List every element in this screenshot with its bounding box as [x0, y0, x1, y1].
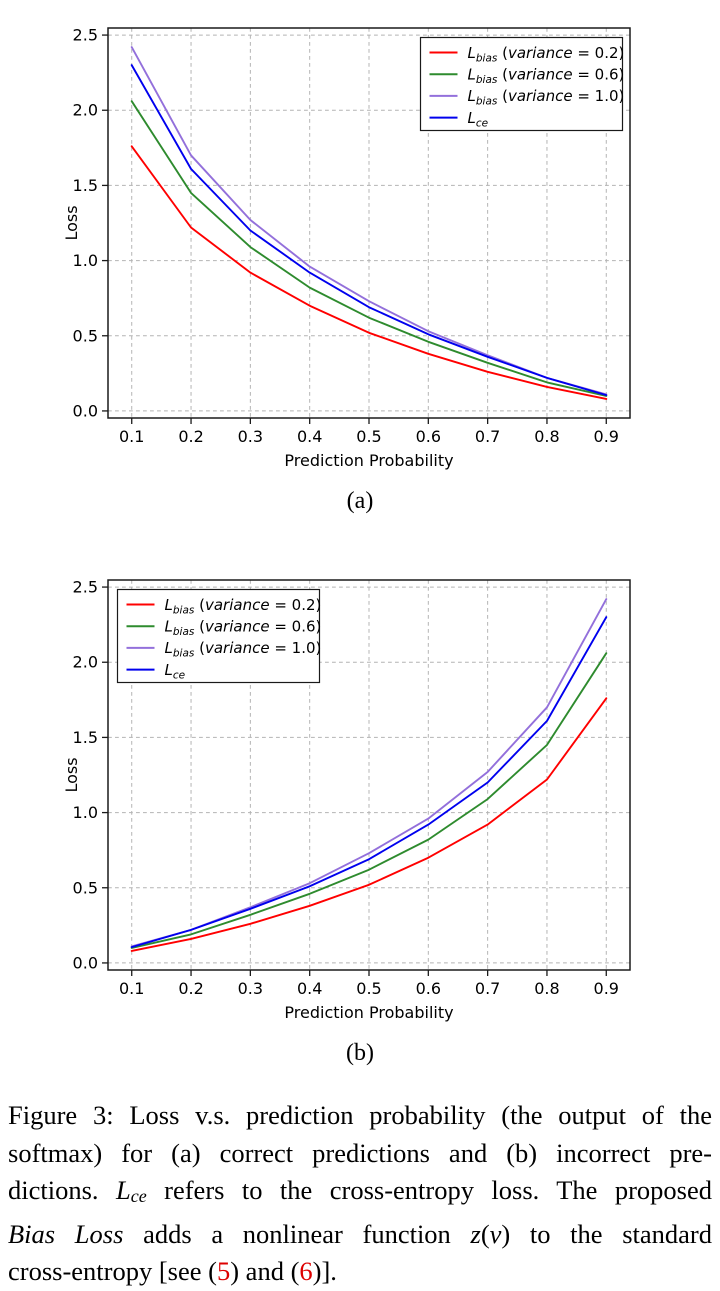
x-tick-label: 0.4 — [297, 979, 322, 998]
y-tick-label: 0.5 — [73, 326, 98, 345]
legend-label: Lce — [468, 109, 489, 129]
figure-caption: Figure 3: Loss v.s. prediction probabili… — [8, 1097, 712, 1291]
legend: Lbias (variance = 0.2)Lbias (variance = … — [116, 588, 322, 684]
caption-line: softmax) for (a) correct predictions and… — [8, 1135, 712, 1173]
x-tick-label: 0.6 — [416, 979, 441, 998]
equation-ref[interactable]: 5 — [216, 1256, 231, 1287]
x-tick-label: 0.8 — [534, 427, 559, 446]
legend-label: Lbias (variance = 1.0) — [468, 87, 625, 108]
caption-italic-text: v — [489, 1218, 502, 1249]
caption-text: Figure 3: Loss v.s. prediction probabili… — [8, 1100, 712, 1130]
series-line-0 — [130, 697, 608, 952]
x-tick-label: 0.5 — [356, 979, 381, 998]
caption-line: Bias Loss adds a nonlinear function z(v)… — [8, 1216, 712, 1254]
x-tick-label: 0.7 — [475, 979, 500, 998]
series-line-0 — [130, 145, 608, 400]
caption-italic-text: Bias Loss — [8, 1218, 124, 1249]
series-line-1 — [130, 652, 608, 949]
y-tick-label: 1.0 — [73, 803, 98, 822]
x-axis-label: Prediction Probability — [284, 451, 453, 470]
y-tick-label: 2.0 — [73, 101, 98, 120]
equation-ref[interactable]: 6 — [299, 1256, 313, 1287]
y-tick-label: 2.5 — [73, 26, 98, 45]
legend: Lbias (variance = 0.2)Lbias (variance = … — [419, 36, 625, 132]
y-tick-label: 0.5 — [73, 878, 98, 897]
y-tick-label: 2.5 — [73, 578, 98, 597]
x-tick-label: 0.9 — [594, 427, 619, 446]
chart-b: 0.1 0.2 0.3 0.4 0.5 0.6 0.7 0.8 0.9 0.0 0.5 1.0 1.5 2… — [62, 578, 631, 1022]
y-tick-label: 1.0 — [73, 251, 98, 270]
x-tick-label: 0.4 — [297, 427, 322, 446]
series-line-3 — [130, 64, 608, 397]
caption-line: cross-entropy [see (5) and (6)]. — [8, 1253, 712, 1291]
x-tick-label: 0.2 — [178, 427, 203, 446]
caption-italic-text: L — [115, 1175, 131, 1205]
caption-text: )]. — [312, 1256, 337, 1287]
y-axis-label: Loss — [62, 757, 81, 792]
y-axis-label: Loss — [62, 205, 81, 240]
caption-text: ( — [480, 1218, 490, 1249]
caption-text: ) and ( — [230, 1256, 300, 1287]
x-tick-label: 0.7 — [475, 427, 500, 446]
y-tick-label: 1.5 — [73, 176, 98, 195]
x-tick-label: 0.3 — [238, 427, 263, 446]
legend-label: Lbias (variance = 0.2) — [165, 596, 322, 617]
series-line-1 — [130, 100, 608, 397]
caption-text: ) — [501, 1218, 511, 1249]
y-tick-label: 0.0 — [73, 401, 98, 420]
y-tick-label: 0.0 — [73, 953, 98, 972]
x-tick-label: 0.1 — [119, 427, 144, 446]
tick-labels: 0.1 0.2 0.3 0.4 0.5 0.6 0.7 0.8 0.9 0.0 0.5 1.0 1.5 2… — [73, 578, 619, 998]
legend-label: Lbias (variance = 0.6) — [468, 66, 625, 87]
legend-label: Lbias (variance = 1.0) — [165, 639, 322, 660]
x-tick-label: 0.2 — [178, 979, 203, 998]
caption-text: adds a nonlinear function — [123, 1218, 471, 1249]
caption-line: Figure 3: Loss v.s. prediction probabili… — [8, 1097, 712, 1135]
legend-label: Lbias (variance = 0.2) — [468, 44, 625, 65]
series-line-3 — [130, 616, 608, 949]
caption-line: dictions. Lce refers to the cross-entrop… — [8, 1172, 712, 1216]
tick-labels: 0.1 0.2 0.3 0.4 0.5 0.6 0.7 0.8 0.9 0.0 0.5 1.0 1.5 2… — [73, 26, 619, 446]
x-tick-label: 0.1 — [119, 979, 144, 998]
chart-a-label: (a) — [346, 488, 374, 514]
chart-a: 0.1 0.2 0.3 0.4 0.5 0.6 0.7 0.8 0.9 0.0 0.5 1.0 1.5 2… — [62, 26, 631, 470]
y-tick-label: 1.5 — [73, 728, 98, 747]
legend-label: Lce — [165, 661, 186, 682]
caption-italic-text: z — [470, 1218, 481, 1249]
x-tick-label: 0.3 — [238, 979, 263, 998]
x-tick-label: 0.9 — [594, 979, 619, 998]
x-axis-label: Prediction Probability — [284, 1003, 453, 1022]
caption-text: cross-entropy [see ( — [8, 1256, 217, 1287]
x-tick-label: 0.8 — [534, 979, 559, 998]
axis-ticks — [102, 586, 607, 976]
legend-label: Lbias (variance = 0.6) — [165, 618, 322, 639]
y-tick-label: 2.0 — [73, 653, 98, 672]
caption-subscript: ce — [130, 1186, 147, 1207]
caption-text: refers to the cross-entropy loss. The pr… — [146, 1175, 712, 1205]
x-tick-label: 0.5 — [356, 427, 381, 446]
x-tick-label: 0.6 — [416, 427, 441, 446]
caption-text: softmax) for (a) correct predictions and… — [8, 1137, 712, 1168]
chart-b-label: (b) — [346, 1040, 374, 1066]
axis-ticks — [102, 34, 607, 424]
caption-text: to the standard — [510, 1218, 713, 1249]
caption-text: dictions. — [8, 1175, 116, 1205]
